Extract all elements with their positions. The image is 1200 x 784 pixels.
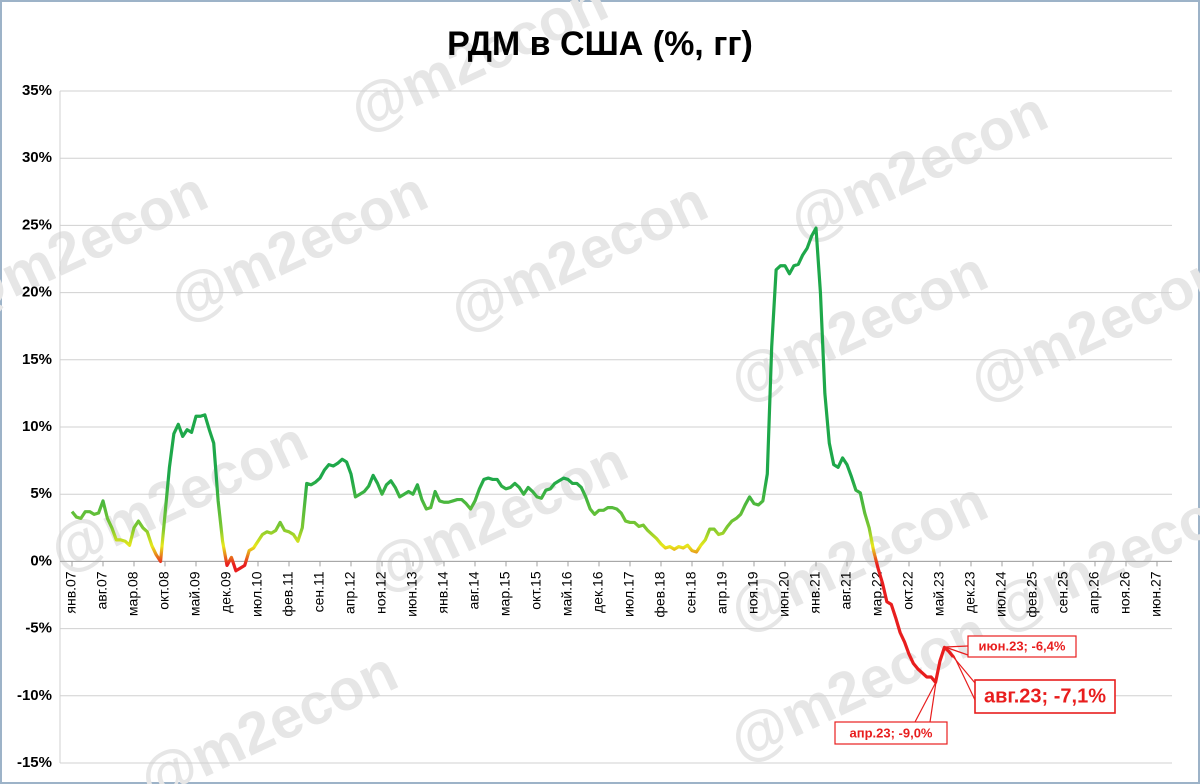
x-tick-label: ноя.12 <box>373 571 389 614</box>
x-tick-label: июл.17 <box>621 571 637 617</box>
x-tick-label: авг.14 <box>466 571 482 609</box>
annotation: июн.23; -6,4% <box>979 638 1066 653</box>
y-tick-label: 10% <box>22 418 52 435</box>
leader-line <box>929 681 937 723</box>
x-tick-label: фев.11 <box>280 571 296 616</box>
x-tick-label: дек.23 <box>962 571 978 613</box>
y-tick-label: 15% <box>22 351 52 368</box>
x-tick-label: янв.07 <box>63 571 79 613</box>
annotation: апр.23; -9,0% <box>850 725 933 740</box>
data-line <box>70 226 955 684</box>
leader-line <box>944 646 969 656</box>
x-tick-label: май.16 <box>559 571 575 616</box>
y-tick-label: 30% <box>22 149 52 166</box>
x-tick-label: апр.12 <box>342 571 358 614</box>
annotation: авг.23; -7,1% <box>984 685 1106 707</box>
x-tick-label: ноя.26 <box>1117 571 1133 614</box>
leader-line <box>944 645 969 648</box>
x-tick-label: дек.16 <box>590 571 606 613</box>
y-tick-label: 25% <box>22 216 52 233</box>
x-tick-label: июн.27 <box>1148 571 1164 617</box>
annotations <box>834 635 1116 745</box>
x-tick-label: фев.18 <box>652 571 668 617</box>
x-tick-label: янв.14 <box>435 571 451 613</box>
x-tick-label: янв.21 <box>807 571 823 613</box>
x-tick-label: авг.21 <box>838 571 854 609</box>
x-tick-label: сен.11 <box>311 571 327 612</box>
leader-line <box>914 681 937 723</box>
x-tick-label: окт.15 <box>528 571 544 610</box>
x-tick-label: мар.08 <box>125 571 141 616</box>
x-tick-label: июл.24 <box>993 571 1009 617</box>
x-tick-label: окт.08 <box>156 571 172 610</box>
annotation-box <box>967 635 1077 658</box>
y-tick-label: 0% <box>30 552 52 569</box>
x-tick-label: июн.20 <box>776 571 792 617</box>
x-tick-label: ноя.19 <box>745 571 761 614</box>
x-tick-label: июн.13 <box>404 571 420 617</box>
annotation-box <box>974 679 1116 714</box>
x-tick-label: апр.26 <box>1086 571 1102 614</box>
x-tick-label: мар.15 <box>497 571 513 616</box>
leader-line <box>944 646 976 684</box>
x-tick-label: авг.07 <box>94 571 110 609</box>
x-tick-label: апр.19 <box>714 571 730 614</box>
x-tick-label: сен.18 <box>683 571 699 613</box>
y-tick-label: -10% <box>17 687 52 704</box>
x-tick-label: фев.25 <box>1024 571 1040 617</box>
plot <box>70 226 955 684</box>
x-tick-label: окт.22 <box>900 571 916 610</box>
leader-line <box>953 655 976 701</box>
x-tick-label: июл.10 <box>249 571 265 617</box>
y-tick-label: -5% <box>25 620 52 637</box>
x-tick-label: дек.09 <box>218 571 234 613</box>
annotation-box <box>834 721 948 745</box>
y-tick-label: -15% <box>17 754 52 771</box>
y-tick-label: 35% <box>22 82 52 99</box>
x-tick-label: май.23 <box>931 571 947 616</box>
x-tick-label: май.09 <box>187 571 203 616</box>
x-tick-label: сен.25 <box>1055 571 1071 613</box>
y-tick-label: 5% <box>30 485 52 502</box>
y-tick-label: 20% <box>22 284 52 301</box>
chart-title: РДМ в США (%, гг) <box>447 25 753 63</box>
